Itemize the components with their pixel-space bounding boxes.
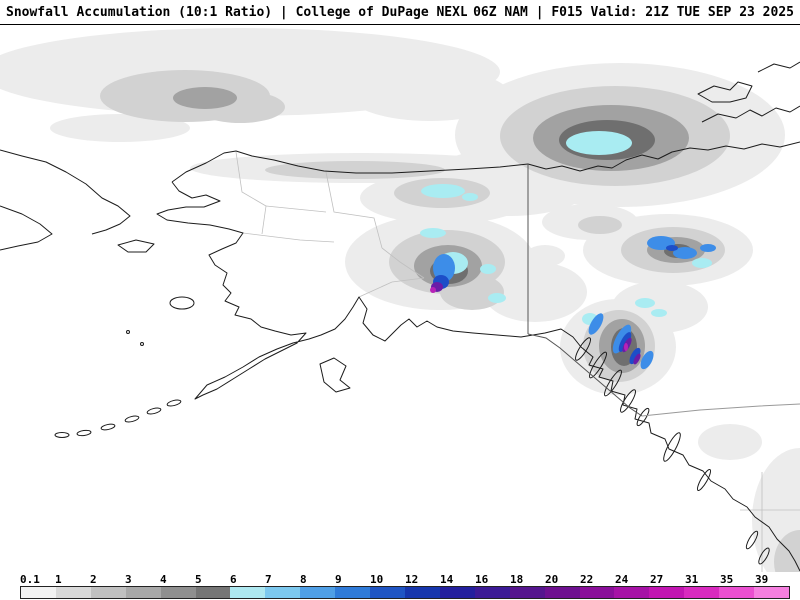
colorbar-cell xyxy=(754,587,789,598)
colorbar-cell xyxy=(719,587,755,598)
colorbar-cell xyxy=(55,587,91,598)
map-canvas xyxy=(0,26,800,572)
colorbar-cell xyxy=(439,587,475,598)
colorbar-cell xyxy=(370,587,405,598)
colorbar-tick: 20 xyxy=(545,573,559,586)
colorbar-tick: 2 xyxy=(90,573,97,586)
colorbar-cell xyxy=(474,587,510,598)
colorbar-tick: 0.1 xyxy=(20,573,40,586)
colorbar-cell xyxy=(684,587,720,598)
colorbar-tick: 9 xyxy=(335,573,342,586)
colorbar-tick: 3 xyxy=(125,573,132,586)
colorbar-cell xyxy=(509,587,545,598)
colorbar-tick: 12 xyxy=(405,573,419,586)
colorbar-cell xyxy=(160,587,196,598)
model-run-info: 06Z NAM | F015 Valid: 21Z TUE SEP 23 202… xyxy=(467,0,800,25)
colorbar-cell xyxy=(195,587,231,598)
colorbar-cell xyxy=(579,587,615,598)
colorbar-tick: 39 xyxy=(755,573,769,586)
colorbar-tick: 7 xyxy=(265,573,272,586)
colorbar-tick: 10 xyxy=(370,573,384,586)
colorbar-tick: 4 xyxy=(160,573,167,586)
colorbar: 0.1 1 2 3 4 5 6 7 8 9 10 12 14 16 18 20 22 24 27 31 35 39 xyxy=(20,574,790,599)
colorbar-cell xyxy=(21,587,56,598)
political-borders xyxy=(527,164,800,417)
coastline xyxy=(0,61,800,572)
snow-shading-magenta xyxy=(430,287,628,351)
colorbar-cell xyxy=(300,587,336,598)
colorbar-tick: 16 xyxy=(475,573,489,586)
colorbar-cell xyxy=(335,587,371,598)
colorbar-cell xyxy=(265,587,301,598)
colorbar-cell xyxy=(544,587,580,598)
colorbar-tick: 27 xyxy=(650,573,664,586)
colorbar-tick: 18 xyxy=(510,573,524,586)
colorbar-tick: 24 xyxy=(615,573,629,586)
colorbar-tick: 1 xyxy=(55,573,62,586)
colorbar-tick: 14 xyxy=(440,573,454,586)
colorbar-cell xyxy=(125,587,161,598)
product-title: Snowfall Accumulation (10:1 Ratio) | Col… xyxy=(0,0,490,25)
colorbar-cell xyxy=(230,587,266,598)
colorbar-cell xyxy=(614,587,650,598)
colorbar-labels: 0.1 1 2 3 4 5 6 7 8 9 10 12 14 16 18 20 22 24 27 31 35 39 xyxy=(20,574,790,586)
colorbar-tick: 22 xyxy=(580,573,594,586)
colorbar-cell xyxy=(649,587,685,598)
colorbar-tick: 6 xyxy=(230,573,237,586)
colorbar-scale xyxy=(20,586,790,599)
colorbar-tick: 31 xyxy=(685,573,699,586)
colorbar-tick: 8 xyxy=(300,573,307,586)
colorbar-cell xyxy=(90,587,126,598)
colorbar-tick: 5 xyxy=(195,573,202,586)
snow-shading-cyan xyxy=(420,131,712,325)
colorbar-cell xyxy=(404,587,440,598)
colorbar-tick: 35 xyxy=(720,573,734,586)
